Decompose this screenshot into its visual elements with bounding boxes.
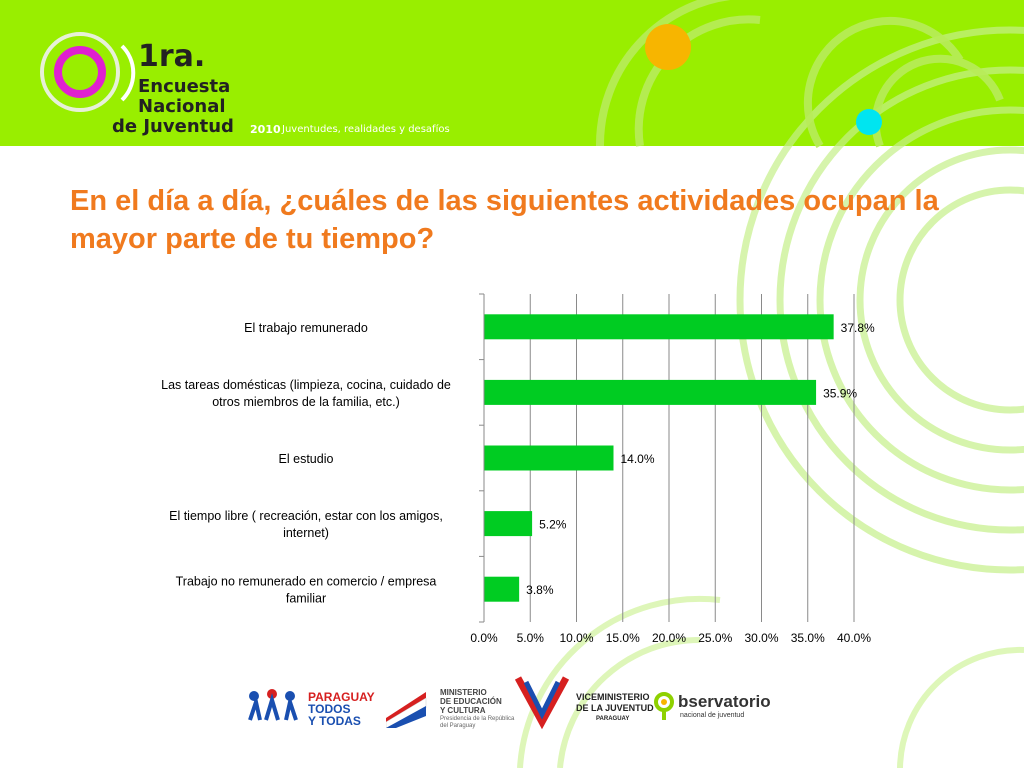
category-label: El tiempo libre ( recreación, estar con …: [169, 509, 443, 523]
bar: [484, 314, 834, 340]
vice-ministry-line-3: PARAGUAY: [596, 716, 630, 722]
x-tick-label: 35.0%: [791, 631, 825, 645]
data-label: 14.0%: [621, 452, 655, 466]
vice-ministry-emblem-icon: [514, 676, 570, 730]
cyan-dot: [856, 109, 882, 135]
category-label: familiar: [286, 592, 326, 606]
vice-ministry-line-1: VICEMINISTERIO: [576, 692, 650, 702]
data-label: 37.8%: [841, 321, 875, 335]
logo-ring-magenta: [54, 46, 106, 98]
category-label: El estudio: [279, 452, 334, 466]
data-label: 3.8%: [526, 583, 554, 597]
logo-line-3: de Juventud: [112, 116, 234, 137]
x-tick-label: 15.0%: [606, 631, 640, 645]
ministry-line-1: MINISTERIO: [440, 688, 487, 697]
observatorio-line-2: nacional de juventud: [680, 712, 745, 719]
x-tick-label: 20.0%: [652, 631, 686, 645]
paraguay-logo-line-1: PARAGUAY: [308, 690, 375, 704]
logo-line-2: Nacional: [138, 96, 226, 117]
paraguay-logo-line-2: TODOS: [308, 702, 351, 716]
logo-year: 2010: [250, 123, 281, 136]
category-label: otros miembros de la familia, etc.): [212, 395, 400, 409]
category-label: El trabajo remunerado: [244, 321, 368, 335]
x-tick-label: 25.0%: [698, 631, 732, 645]
bar: [484, 576, 520, 602]
ministry-line-2: DE EDUCACIÓN: [440, 697, 502, 706]
bar: [484, 379, 817, 405]
observatorio-line-1: bservatorio: [678, 692, 771, 711]
x-tick-label: 10.0%: [559, 631, 593, 645]
ministry-flag-icon: [386, 692, 427, 728]
ministry-line-5: del Paraguay: [440, 723, 476, 729]
paraguay-todos-logo-figures: [248, 689, 298, 721]
logo-ring-outer: [40, 32, 120, 112]
x-tick-label: 5.0%: [517, 631, 545, 645]
category-label: Las tareas domésticas (limpieza, cocina,…: [161, 378, 451, 392]
ministry-line-4: Presidencia de la República: [440, 716, 515, 722]
x-tick-label: 40.0%: [837, 631, 871, 645]
logo-tagline: Juventudes, realidades y desafíos: [282, 124, 450, 135]
orange-dot: [645, 24, 691, 70]
logo-line-1: Encuesta: [138, 76, 231, 97]
category-label: internet): [283, 526, 329, 540]
data-label: 5.2%: [539, 518, 567, 532]
observatorio-icon: [654, 692, 674, 720]
x-tick-label: 0.0%: [470, 631, 498, 645]
header-band: [0, 0, 1024, 146]
data-label: 35.9%: [823, 386, 857, 400]
logo-number: 1ra.: [138, 39, 206, 74]
slide-title: En el día a día, ¿cuáles de las siguient…: [70, 185, 939, 255]
category-label: Trabajo no remunerado en comercio / empr…: [176, 575, 437, 589]
vice-ministry-line-2: DE LA JUVENTUD: [576, 703, 654, 713]
bar: [484, 511, 533, 537]
x-tick-label: 30.0%: [744, 631, 778, 645]
paraguay-logo-line-3: Y TODAS: [308, 714, 361, 728]
ministry-line-3: Y CULTURA: [440, 706, 486, 715]
bar: [484, 445, 614, 471]
